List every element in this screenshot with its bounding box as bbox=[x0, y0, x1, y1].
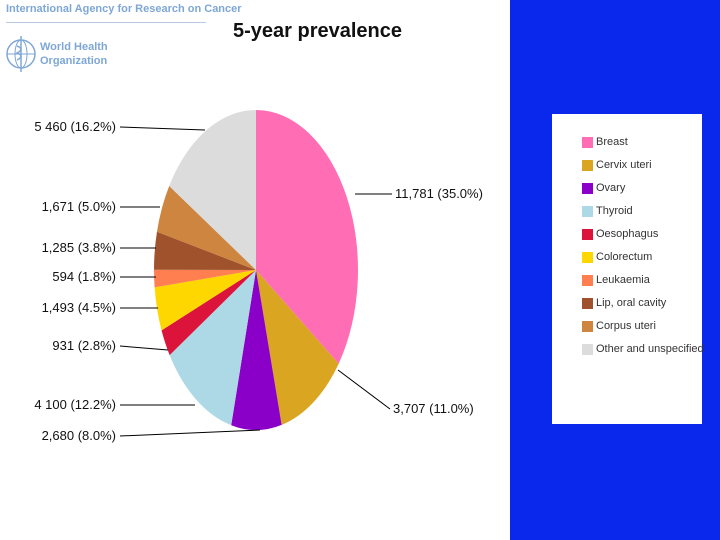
legend-swatch bbox=[582, 137, 593, 148]
pie-slice-ovary bbox=[231, 270, 282, 430]
pie-chart: 11,781 (35.0%) 3,707 (11.0%) 2,680 (8.0%) 4… bbox=[34, 110, 483, 443]
slice-data-label: 1,493 (4.5%) bbox=[42, 300, 116, 315]
legend-label: Other and unspecified bbox=[596, 343, 704, 355]
pie-slice-leukaemia bbox=[153, 269, 256, 288]
slice-data-label: 3,707 (11.0%) bbox=[393, 401, 474, 416]
leader-line bbox=[119, 126, 206, 131]
pie-slice-breast bbox=[256, 110, 358, 364]
pie-slice-corpus-uteri bbox=[156, 185, 256, 270]
who-name-line2: Organization bbox=[40, 55, 108, 67]
leader-line bbox=[119, 345, 169, 351]
slice-data-label: 4 100 (12.2%) bbox=[34, 397, 116, 412]
slice-data-label: 931 (2.8%) bbox=[52, 338, 116, 353]
legend-swatch bbox=[582, 252, 593, 263]
legend-swatch bbox=[582, 206, 593, 217]
slice-data-label: 5 460 (16.2%) bbox=[34, 119, 116, 134]
legend-label: Leukaemia bbox=[596, 274, 650, 286]
legend-swatch bbox=[582, 183, 593, 194]
legend-label: Thyroid bbox=[596, 205, 633, 217]
legend-swatch bbox=[582, 275, 593, 286]
who-emblem-icon bbox=[6, 36, 36, 72]
legend-swatch bbox=[582, 298, 593, 309]
pie-slice-thyroid bbox=[169, 270, 256, 426]
legend-swatch bbox=[582, 344, 593, 355]
pie-slice-colorectum bbox=[154, 270, 256, 331]
slice-data-label: 1,285 (3.8%) bbox=[42, 240, 116, 255]
pie-slice-cervix-uteri bbox=[256, 270, 339, 425]
legend-swatch bbox=[582, 229, 593, 240]
slice-data-label: 2,680 (8.0%) bbox=[42, 428, 116, 443]
legend-label: Oesophagus bbox=[596, 228, 659, 240]
legend-label: Cervix uteri bbox=[596, 159, 652, 171]
pie-slice-other-and-unspecified bbox=[169, 110, 256, 270]
slice-data-label: 11,781 (35.0%) bbox=[395, 186, 483, 201]
who-name-line1: World Health bbox=[40, 41, 108, 53]
slice-data-label: 1,671 (5.0%) bbox=[42, 199, 116, 214]
pie-slice-lip-oral-cavity bbox=[154, 231, 256, 270]
legend-swatch bbox=[582, 160, 593, 171]
legend-label: Breast bbox=[596, 136, 628, 148]
legend-label: Lip, oral cavity bbox=[596, 297, 667, 309]
slice-data-label: 594 (1.8%) bbox=[52, 269, 116, 284]
chart-legend: Breast Cervix uteri Ovary Thyroid Oesophagus… bbox=[552, 114, 704, 424]
legend-label: Ovary bbox=[596, 182, 626, 194]
pie-slice-oesophagus bbox=[161, 270, 256, 356]
legend-label: Corpus uteri bbox=[596, 320, 656, 332]
leader-line bbox=[119, 429, 261, 437]
leader-line bbox=[337, 369, 391, 410]
agency-name: International Agency for Research on Can… bbox=[6, 3, 242, 15]
header-divider bbox=[6, 22, 206, 23]
legend-swatch bbox=[582, 321, 593, 332]
who-name: World Health Organization bbox=[40, 40, 108, 68]
chart-title: 5-year prevalence bbox=[233, 20, 403, 42]
legend-label: Colorectum bbox=[596, 251, 653, 263]
